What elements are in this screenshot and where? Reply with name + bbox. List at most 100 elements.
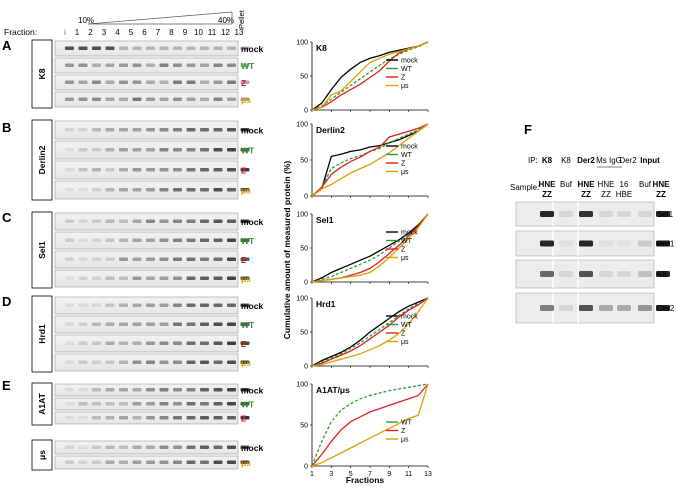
blot-band xyxy=(200,445,209,449)
blot-band xyxy=(213,148,223,152)
blot-band xyxy=(240,303,250,307)
blot-band xyxy=(105,341,115,345)
blot-band xyxy=(227,97,236,101)
blot-band xyxy=(213,460,223,464)
blot-band xyxy=(78,257,88,261)
blot-band xyxy=(186,238,196,242)
blot-band xyxy=(132,80,142,84)
blot-protein-label: A1AT xyxy=(37,392,47,414)
coip-blot: K8 xyxy=(515,259,670,289)
chart-title: K8 xyxy=(316,43,327,53)
chart-title: Derlin2 xyxy=(316,125,345,135)
blot-band xyxy=(132,148,142,152)
chart-legend-label: mock xyxy=(401,230,418,237)
blot-row-label: WT xyxy=(241,146,255,156)
blot-band xyxy=(200,360,209,364)
blot-band xyxy=(78,303,88,307)
coip-band xyxy=(599,211,613,217)
blot-band xyxy=(173,416,182,420)
blot-band xyxy=(119,80,128,84)
blot-band xyxy=(159,128,169,132)
coip-band xyxy=(656,240,670,247)
blot-band xyxy=(105,276,115,280)
blot-band xyxy=(200,322,209,326)
fraction-number: 11 xyxy=(208,28,217,37)
blot-band xyxy=(146,445,155,449)
blot-band xyxy=(132,402,142,406)
blot-band xyxy=(186,460,196,464)
coip-band xyxy=(579,305,593,311)
fraction-number: 12 xyxy=(221,28,230,37)
blot-protein-label: Derlin2 xyxy=(37,145,47,174)
blot-band xyxy=(78,341,88,345)
blot-band xyxy=(186,46,196,50)
blot-band xyxy=(78,188,88,192)
chart-y-tick-label: 50 xyxy=(300,330,308,337)
blot-band xyxy=(92,388,101,392)
chart-y-axis-label: Cumulative amount of measured protein (%… xyxy=(282,161,292,340)
blot-band xyxy=(105,445,115,449)
chart-series-line xyxy=(311,297,429,367)
chart-y-tick-label: 0 xyxy=(304,464,308,471)
chart-legend-label: μs xyxy=(401,437,409,444)
coip-blot: Der2 xyxy=(515,292,675,324)
sample-column-sublabel: HBE xyxy=(616,190,632,199)
blot-band xyxy=(146,360,155,364)
blot-band xyxy=(213,80,223,84)
chart-series-line xyxy=(311,123,429,197)
blot-band xyxy=(213,63,223,67)
blot-band xyxy=(132,322,142,326)
blot-band xyxy=(78,276,88,280)
blot-band xyxy=(146,219,155,223)
blot-band xyxy=(200,341,209,345)
blot-band xyxy=(119,188,128,192)
blot-band xyxy=(146,341,155,345)
blot-band xyxy=(146,388,155,392)
blot-band xyxy=(227,168,236,172)
blot-band xyxy=(78,402,88,406)
blot-band xyxy=(105,46,115,50)
blot-row-label: μs xyxy=(241,358,251,368)
blot-band xyxy=(213,322,223,326)
blot-band xyxy=(227,303,236,307)
blot-band xyxy=(65,128,74,132)
chart-x-axis-label: Fractions xyxy=(346,475,385,485)
chart-legend-label: WT xyxy=(401,152,413,159)
blot-band xyxy=(159,219,169,223)
blot-band xyxy=(65,63,74,67)
blot-band xyxy=(213,219,223,223)
blot-band xyxy=(132,97,142,101)
blot-band xyxy=(146,188,155,192)
coip-band xyxy=(540,305,554,311)
sample-label: Sample: xyxy=(510,183,539,192)
sample-column-label: HNE xyxy=(578,180,596,189)
blot-band xyxy=(186,168,196,172)
blot-band xyxy=(159,80,169,84)
blot-band xyxy=(240,360,250,364)
blot-band xyxy=(173,46,182,50)
chart-y-tick-label: 50 xyxy=(300,246,308,253)
blot-band xyxy=(173,219,182,223)
blot-band xyxy=(132,416,142,420)
blot-band xyxy=(159,460,169,464)
blot-band xyxy=(132,360,142,364)
blot-band xyxy=(173,460,182,464)
blot-band xyxy=(227,257,236,261)
panel-letter-c: C xyxy=(2,210,12,225)
blot-row-label: WT xyxy=(241,320,255,330)
blot-band xyxy=(173,128,182,132)
coip-band xyxy=(656,211,670,217)
blot-band xyxy=(200,188,209,192)
coip-blot: Sel1 xyxy=(515,201,674,227)
blot-band xyxy=(227,360,236,364)
chart-x-tick-label: 13 xyxy=(424,471,432,478)
blot-row-label: mock xyxy=(241,44,263,54)
blot-band xyxy=(213,388,223,392)
blot-band xyxy=(213,168,223,172)
blot-band xyxy=(92,128,101,132)
blot-band xyxy=(200,402,209,406)
blot-band xyxy=(78,219,88,223)
